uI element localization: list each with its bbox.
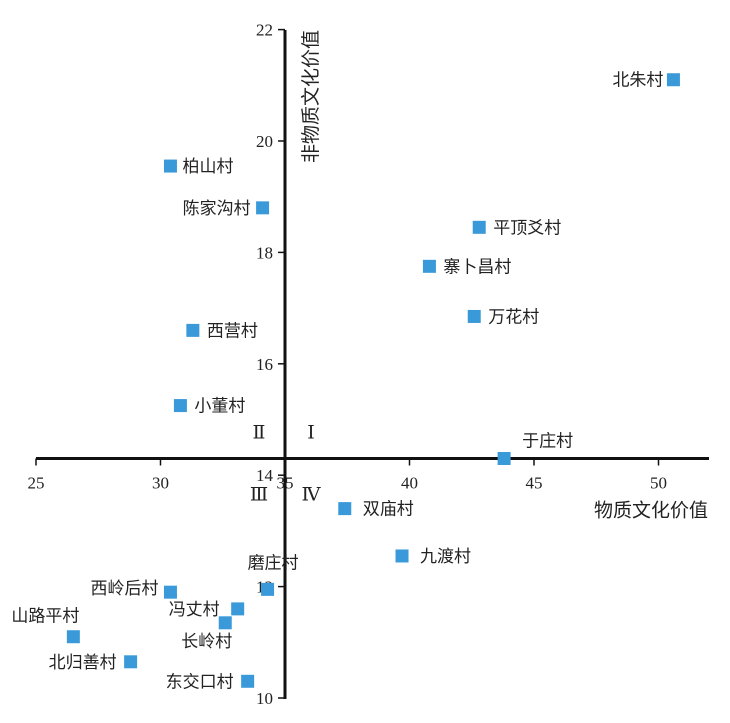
data-label: 北朱村	[612, 71, 663, 91]
y-tick-label: 10	[256, 689, 273, 708]
data-label: 小董村	[194, 397, 245, 417]
data-label: 陈家沟村	[183, 199, 251, 219]
x-tick-label: 25	[28, 473, 45, 492]
x-tick-label: 45	[526, 473, 543, 492]
x-tick-label: 35	[277, 473, 294, 492]
data-point	[163, 585, 177, 599]
data-point	[124, 655, 138, 669]
x-axis-label: 物质文化价值	[594, 499, 708, 521]
data-point	[467, 309, 481, 323]
quadrant-label: Ⅳ	[302, 484, 322, 505]
data-label: 柏山村	[182, 157, 233, 177]
y-tick-label: 16	[256, 355, 273, 374]
data-label: 东交口村	[166, 672, 234, 692]
data-point	[241, 674, 255, 688]
data-label: 西营村	[207, 321, 258, 341]
data-point	[472, 220, 486, 234]
data-label: 双庙村	[363, 500, 414, 520]
x-tick-label: 50	[650, 473, 667, 492]
data-label: 于庄村	[522, 431, 573, 451]
data-point	[218, 616, 232, 630]
data-point	[186, 323, 200, 337]
data-point	[261, 582, 275, 596]
y-tick-label: 18	[256, 243, 273, 262]
axes: 25303540455010121416182022物质文化价值非物质文化价值Ⅰ…	[28, 21, 709, 708]
data-points	[66, 73, 680, 688]
data-point	[422, 259, 436, 273]
data-label: 西岭后村	[90, 579, 158, 599]
data-label: 九渡村	[420, 547, 471, 567]
quadrant-label: Ⅲ	[250, 484, 268, 505]
data-point	[66, 630, 80, 644]
x-tick-label: 40	[401, 473, 418, 492]
data-label: 北归善村	[49, 653, 117, 673]
data-label: 磨庄村	[248, 553, 299, 573]
x-tick-label: 30	[152, 473, 169, 492]
data-point	[231, 602, 245, 616]
data-point	[173, 399, 187, 413]
quadrant-label: Ⅱ	[253, 422, 266, 443]
y-tick-label: 20	[256, 132, 273, 151]
data-label: 平顶爻村	[493, 218, 561, 238]
data-label: 寨卜昌村	[443, 257, 511, 277]
data-point	[497, 451, 511, 465]
data-point	[163, 159, 177, 173]
data-point	[395, 549, 409, 563]
y-tick-label: 22	[256, 21, 273, 40]
data-point	[338, 502, 352, 516]
data-label: 冯丈村	[169, 600, 220, 620]
y-axis-label: 非物质文化价值	[300, 30, 322, 163]
data-point	[256, 201, 270, 215]
data-label: 山路平村	[11, 607, 79, 627]
data-label: 万花村	[488, 307, 539, 327]
y-tick-label: 14	[256, 466, 274, 485]
quadrant-label: Ⅰ	[307, 422, 315, 443]
data-point	[666, 73, 680, 87]
data-label: 长岭村	[181, 632, 232, 652]
